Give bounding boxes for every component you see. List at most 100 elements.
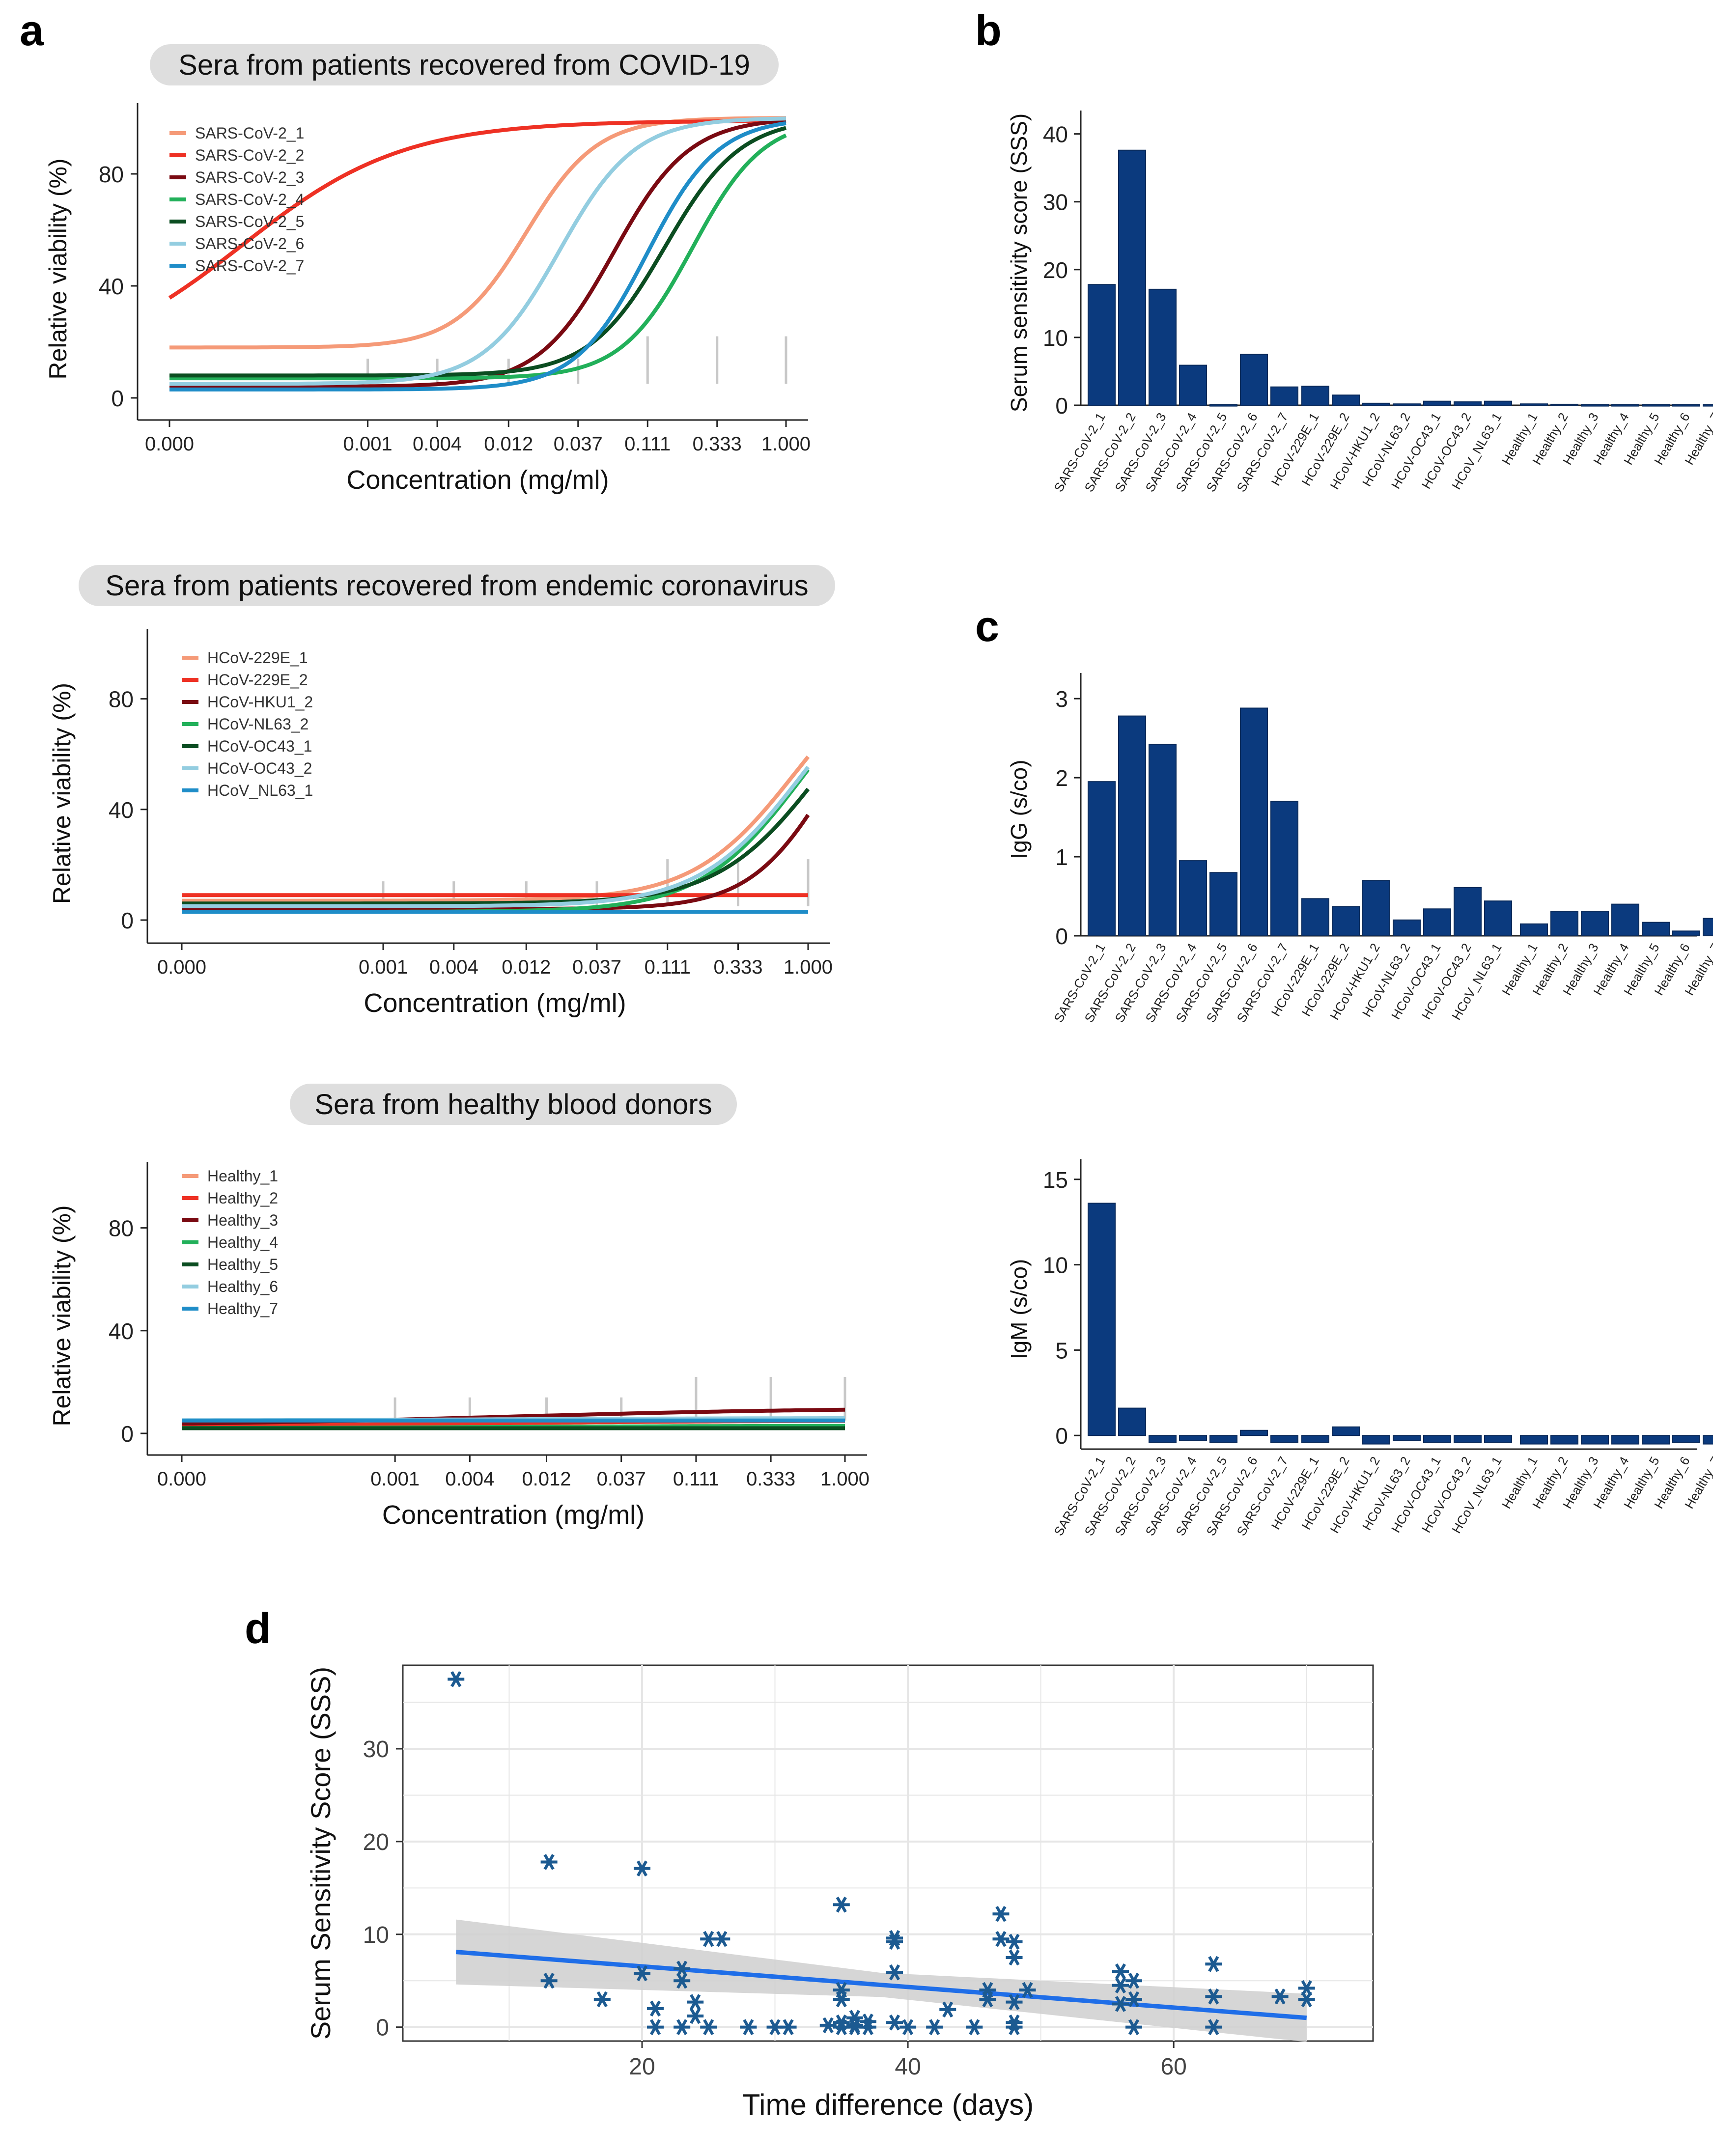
data-point — [979, 1991, 996, 2008]
legend-label: Healthy_6 — [207, 1278, 278, 1295]
panel-title: Sera from patients recovered from COVID-… — [178, 49, 750, 81]
bar-HCoV-HKU1_2 — [1362, 1435, 1390, 1445]
curve-HCoV-OC43_1 — [182, 787, 810, 906]
x-axis-title: Time difference (days) — [742, 2088, 1034, 2121]
data-point — [1112, 1977, 1129, 1993]
x-tick-label: 0.037 — [572, 956, 621, 978]
bar-Healthy_2 — [1550, 911, 1578, 936]
bar-SARS-CoV-2_2 — [1118, 149, 1146, 406]
y-tick-label: 80 — [109, 1216, 134, 1241]
x-tick-label: 40 — [895, 2054, 921, 2080]
bar-HCoV-229E_2 — [1332, 394, 1360, 406]
bar-HCoV-NL63_2 — [1393, 1435, 1421, 1441]
y-tick-label: 0 — [1055, 1423, 1068, 1449]
data-point — [1112, 1996, 1129, 2012]
y-tick-label: 0 — [376, 2015, 389, 2041]
bar-SARS-CoV-2_5 — [1209, 872, 1237, 936]
data-point — [1019, 1982, 1036, 1998]
scatter-panel-d: 20 40 60 0 10 20 30 Time difference (days) Serum… — [305, 1664, 1374, 2121]
y-tick-label: 30 — [1043, 190, 1068, 215]
bar-Healthy_5 — [1642, 404, 1670, 407]
data-point — [1006, 1949, 1023, 1966]
y-axis-title: Serum sensitivity score (SSS) — [1006, 113, 1032, 412]
data-point — [833, 1991, 850, 2008]
data-point — [1271, 1988, 1289, 2005]
bar-SARS-CoV-2_7 — [1270, 386, 1298, 406]
panel-label-d: d — [245, 1604, 271, 1652]
data-point — [1125, 1972, 1143, 1989]
data-point — [700, 2019, 717, 2035]
y-tick-label: 0 — [121, 908, 134, 933]
data-point — [1205, 1956, 1222, 1972]
curve-HCoV-229E_1 — [182, 756, 810, 903]
bar-Healthy_6 — [1672, 930, 1700, 936]
y-tick-label: 5 — [1055, 1338, 1068, 1363]
curve-SARS-CoV-2_6 — [169, 116, 786, 386]
data-point — [886, 1964, 903, 1981]
panel-title-pill — [290, 1084, 737, 1125]
x-tick-label: 0.004 — [413, 433, 462, 455]
legend-label: HCoV-OC43_2 — [207, 759, 312, 777]
x-tick-label: 20 — [629, 2054, 655, 2080]
y-tick-label: 40 — [109, 1318, 134, 1344]
y-tick-label: 0 — [1055, 393, 1068, 419]
data-point — [886, 2014, 903, 2031]
data-point — [1125, 2019, 1143, 2035]
y-tick-label: 0 — [111, 386, 124, 411]
y-tick-label: 30 — [363, 1736, 389, 1763]
data-point — [1006, 1933, 1023, 1950]
x-tick-label: 0.000 — [157, 1468, 206, 1490]
legend-label: HCoV-OC43_1 — [207, 737, 312, 755]
data-point — [1125, 1991, 1143, 2008]
data-point — [540, 1854, 558, 1870]
bar-SARS-CoV-2_1 — [1088, 781, 1116, 936]
data-point — [1205, 1988, 1222, 2005]
data-point — [992, 1905, 1010, 1922]
data-point — [886, 1933, 903, 1950]
y-tick-label: 10 — [1043, 1253, 1068, 1278]
dose-response-panel-a1: Sera from patients recovered from COVID-… — [44, 44, 811, 495]
data-point — [687, 1994, 704, 2010]
panel-label-c: c — [975, 602, 999, 650]
bar-Healthy_7 — [1703, 918, 1713, 936]
y-tick-label: 80 — [99, 162, 124, 187]
curve-SARS-CoV-2_2 — [168, 119, 786, 300]
y-tick-label: 80 — [109, 687, 134, 712]
bar-Healthy_5 — [1642, 922, 1670, 936]
data-point — [687, 2008, 704, 2024]
x-tick-label: 0.037 — [554, 433, 603, 455]
data-point — [647, 2019, 664, 2035]
data-point — [1006, 2019, 1023, 2035]
bar-SARS-CoV-2_6 — [1240, 1429, 1268, 1436]
bar-Healthy_7 — [1703, 404, 1713, 407]
data-point — [1298, 1991, 1315, 2008]
bar-HCoV-HKU1_2 — [1362, 402, 1390, 406]
x-tick-label: 1.000 — [761, 433, 811, 455]
y-tick-label: 0 — [1055, 924, 1068, 949]
y-tick-label: 40 — [109, 797, 134, 823]
bar-Healthy_1 — [1520, 923, 1548, 936]
legend-label: SARS-CoV-2_7 — [195, 257, 304, 275]
legend-label: Healthy_1 — [207, 1167, 278, 1185]
bar-SARS-CoV-2_4 — [1179, 860, 1207, 936]
y-tick-label: 10 — [1043, 325, 1068, 351]
bar-HCoV-NL63_2 — [1393, 403, 1421, 406]
y-axis-title: Serum Sensitivity Score (SSS) — [305, 1667, 336, 2040]
bar-Healthy_3 — [1581, 1435, 1609, 1445]
data-point — [1006, 1994, 1023, 2010]
data-point — [939, 2001, 956, 2018]
x-tick-label: 0.333 — [693, 433, 742, 455]
bar-Healthy_2 — [1550, 1435, 1578, 1445]
bar-SARS-CoV-2_6 — [1240, 354, 1268, 406]
data-point — [448, 1671, 465, 1687]
y-tick-label: 40 — [99, 274, 124, 299]
panel-title: Sera from healthy blood donors — [314, 1089, 712, 1120]
legend-label: SARS-CoV-2_3 — [195, 168, 304, 186]
y-axis-title: Relative viability (%) — [48, 1205, 76, 1426]
legend-label: HCoV-229E_2 — [207, 671, 308, 689]
dose-response-panel-a3: Sera from healthy blood donors 0 40 80 0.000… — [48, 1084, 870, 1530]
bar-SARS-CoV-2_3 — [1149, 288, 1177, 406]
y-tick-label: 1 — [1055, 844, 1068, 870]
